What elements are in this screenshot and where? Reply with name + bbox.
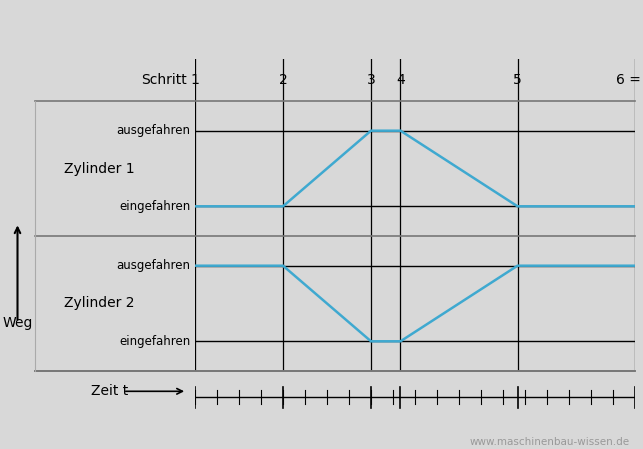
Text: Weg: Weg xyxy=(3,317,33,330)
Text: 3: 3 xyxy=(367,73,376,87)
Text: 2: 2 xyxy=(278,73,287,87)
Text: eingefahren: eingefahren xyxy=(119,335,190,348)
Text: eingefahren: eingefahren xyxy=(119,200,190,213)
Text: www.maschinenbau-wissen.de: www.maschinenbau-wissen.de xyxy=(470,437,630,447)
Text: 6 = 1: 6 = 1 xyxy=(616,73,643,87)
Text: 4: 4 xyxy=(396,73,405,87)
Text: ausgefahren: ausgefahren xyxy=(116,124,190,137)
Text: Zylinder 2: Zylinder 2 xyxy=(64,296,134,311)
Text: ausgefahren: ausgefahren xyxy=(116,259,190,272)
Text: 1: 1 xyxy=(190,73,199,87)
Text: Zylinder 1: Zylinder 1 xyxy=(64,162,134,176)
Text: 5: 5 xyxy=(513,73,522,87)
Text: Schritt: Schritt xyxy=(141,73,187,87)
Text: Zeit t: Zeit t xyxy=(91,384,128,398)
